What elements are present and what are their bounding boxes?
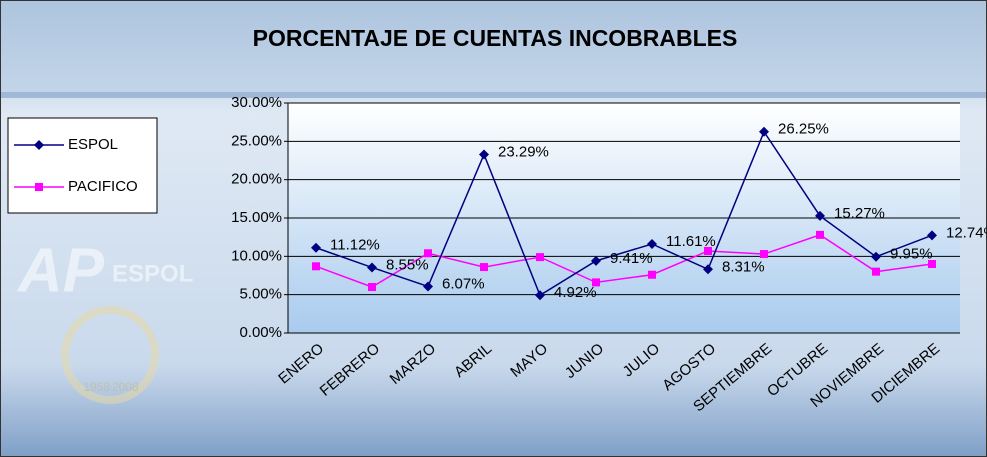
- marker: [536, 253, 544, 262]
- marker: [423, 281, 433, 292]
- marker: [479, 149, 489, 160]
- data-label: 12.74%: [946, 224, 987, 241]
- marker: [480, 263, 488, 272]
- legend-label: PACIFICO: [68, 178, 138, 195]
- marker: [815, 210, 825, 221]
- marker: [760, 250, 768, 259]
- y-tick-label: 20.00%: [231, 171, 282, 188]
- legend: ESPOL PACIFICO: [7, 117, 158, 214]
- title-band: [0, 0, 987, 92]
- marker: [704, 246, 712, 255]
- y-tick-label: 25.00%: [231, 132, 282, 149]
- data-label: 11.12%: [330, 237, 380, 254]
- y-tick-label: 0.00%: [239, 324, 282, 341]
- data-label: 23.29%: [498, 143, 549, 160]
- marker: [424, 249, 432, 258]
- marker: [368, 283, 376, 291]
- logo-name: ESPOL: [112, 260, 193, 287]
- marker: [648, 270, 656, 279]
- y-tick-label: 10.00%: [231, 247, 282, 264]
- marker: [35, 183, 43, 191]
- marker: [703, 264, 713, 275]
- y-tick-label: 30.00%: [231, 94, 282, 111]
- data-label: 15.27%: [834, 205, 885, 222]
- marker: [871, 251, 881, 262]
- marker: [816, 230, 824, 239]
- data-label: 8.31%: [722, 258, 765, 275]
- legend-label: ESPOL: [68, 136, 118, 153]
- logo-year: 2008: [112, 380, 139, 394]
- legend-box: [7, 117, 158, 214]
- data-label: 6.07%: [442, 275, 485, 292]
- marker: [312, 262, 320, 271]
- series-line: [315, 130, 933, 297]
- marker: [592, 278, 600, 287]
- chart-title: PORCENTAJE DE CUENTAS INCOBRABLES: [253, 25, 738, 51]
- marker: [311, 242, 321, 253]
- y-tick-label: 15.00%: [231, 209, 282, 226]
- data-label: 9.95%: [890, 246, 933, 263]
- marker: [928, 260, 936, 268]
- marker: [535, 290, 545, 301]
- logo-circle: [61, 306, 159, 404]
- marker: [647, 238, 657, 249]
- logo-initials: AP: [16, 236, 105, 305]
- logo-year: 1958: [83, 380, 110, 394]
- marker: [759, 126, 769, 137]
- data-label: 4.92%: [554, 284, 597, 301]
- series-line: [315, 234, 933, 288]
- marker: [927, 230, 937, 241]
- data-label: 11.61%: [666, 233, 716, 250]
- data-label: 26.25%: [778, 121, 829, 138]
- data-label: 8.55%: [386, 256, 429, 273]
- marker: [34, 140, 44, 150]
- logo: AP ESPOL 1958 2008: [16, 236, 193, 404]
- marker: [591, 255, 601, 266]
- data-label: 9.41%: [610, 250, 653, 267]
- marker: [872, 267, 880, 276]
- y-tick-label: 5.00%: [239, 286, 282, 303]
- marker: [367, 262, 377, 273]
- band-line: [0, 92, 987, 98]
